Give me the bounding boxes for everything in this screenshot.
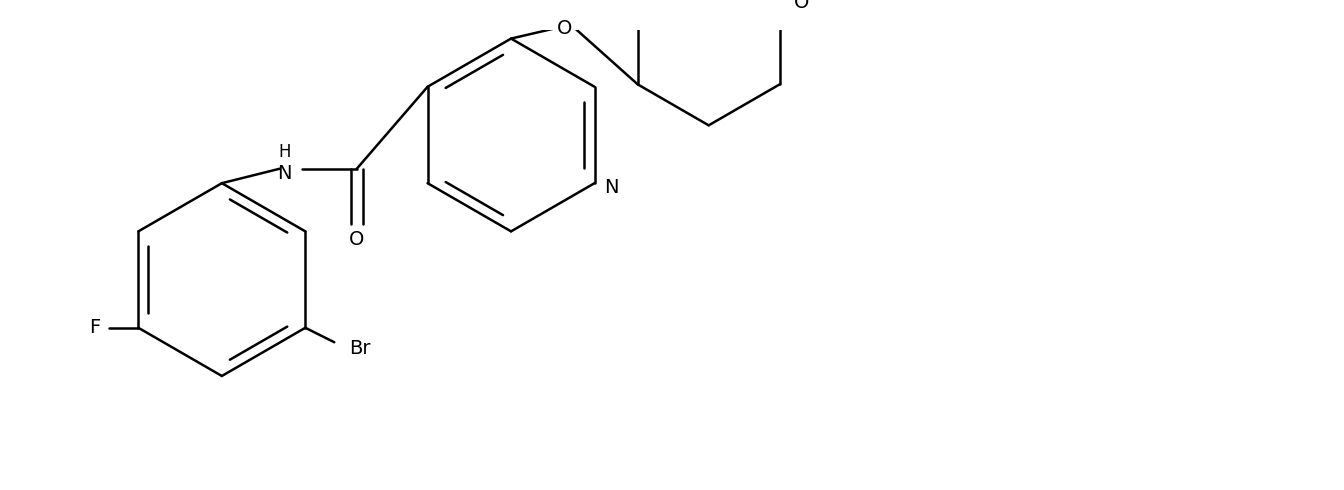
Text: O: O xyxy=(556,20,571,38)
Text: O: O xyxy=(349,230,364,248)
Text: O: O xyxy=(794,0,809,12)
Text: F: F xyxy=(89,318,101,337)
Text: N: N xyxy=(605,178,618,197)
Text: N: N xyxy=(277,164,292,183)
Text: Br: Br xyxy=(348,340,370,359)
Text: H: H xyxy=(278,143,290,161)
